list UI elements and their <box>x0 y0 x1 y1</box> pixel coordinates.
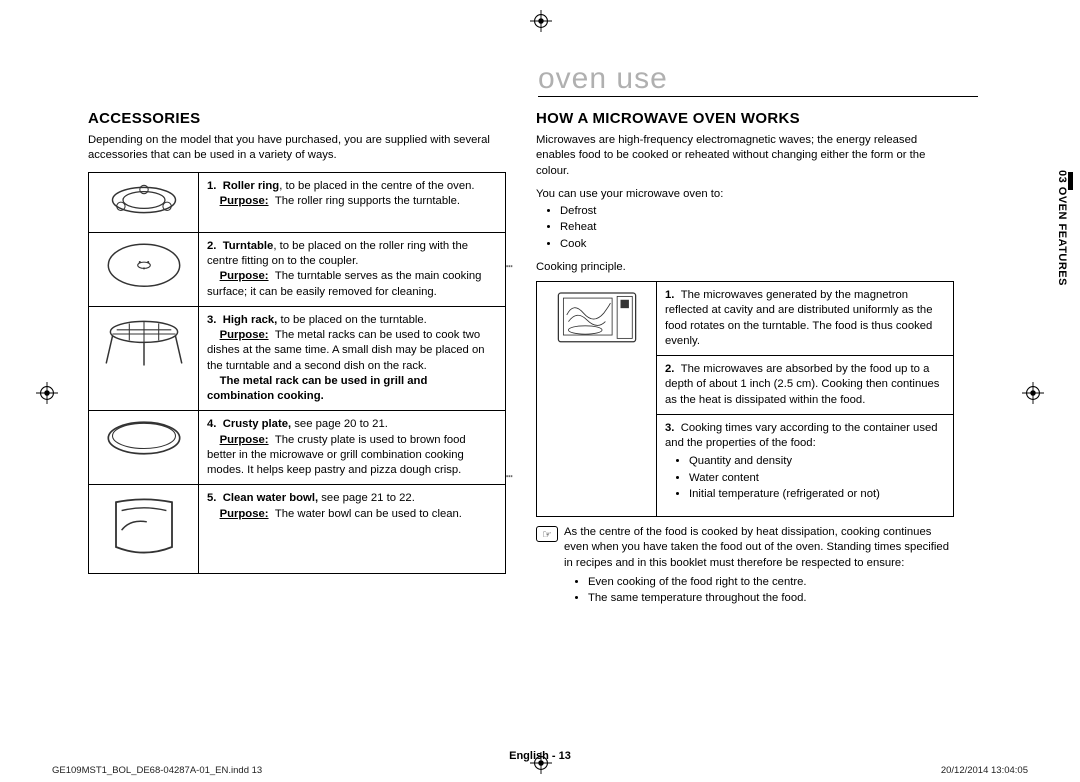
principle-text: 3. Cooking times vary according to the c… <box>657 414 954 516</box>
accessory-text: 5. Clean water bowl, see page 21 to 22. … <box>199 485 506 573</box>
accessory-image <box>89 306 199 411</box>
table-row: 3. High rack, to be placed on the turnta… <box>89 306 506 411</box>
list-item: Initial temperature (refrigerated or not… <box>689 487 945 502</box>
accessory-image <box>89 232 199 306</box>
list-item: Reheat <box>560 220 954 235</box>
accessory-text: 2. Turntable, to be placed on the roller… <box>199 232 506 306</box>
accessory-text: 1. Roller ring, to be placed in the cent… <box>199 172 506 232</box>
list-item: Water content <box>689 471 945 486</box>
side-tab: 03 OVEN FEATURES <box>1056 170 1068 286</box>
uses-intro: You can use your microwave oven to: <box>536 187 954 202</box>
list-item: Cook <box>560 237 954 252</box>
accessory-image <box>89 411 199 485</box>
table-row: 4. Crusty plate, see page 20 to 21. Purp… <box>89 411 506 485</box>
principle-text: 2. The microwaves are absorbed by the fo… <box>657 356 954 415</box>
principle-text: 1. The microwaves generated by the magne… <box>657 282 954 356</box>
footer-page: English - 13 <box>509 750 571 762</box>
table-row: 1. Roller ring, to be placed in the cent… <box>89 172 506 232</box>
list-item: Defrost <box>560 204 954 219</box>
hand-icon: ☞ <box>536 526 558 542</box>
footer-timestamp: 20/12/2014 13:04:05 <box>941 765 1028 776</box>
accessories-table: 1. Roller ring, to be placed in the cent… <box>88 172 506 574</box>
reg-mark-icon <box>1020 380 1046 406</box>
accessory-text: 3. High rack, to be placed on the turnta… <box>199 306 506 411</box>
side-marker <box>1068 172 1073 190</box>
note-text: As the centre of the food is cooked by h… <box>564 525 954 571</box>
microwave-diagram <box>537 282 657 517</box>
table-row: 1. The microwaves generated by the magne… <box>537 282 954 356</box>
list-item: Quantity and density <box>689 454 945 469</box>
accessory-image <box>89 172 199 232</box>
list-item: Even cooking of the food right to the ce… <box>588 575 954 590</box>
accessories-intro: Depending on the model that you have pur… <box>88 133 506 164</box>
page-title: oven use <box>538 62 978 97</box>
reg-mark-icon <box>528 8 554 34</box>
howworks-heading: HOW A MICROWAVE OVEN WORKS <box>536 110 954 127</box>
list-item: The same temperature throughout the food… <box>588 591 954 606</box>
reg-mark-icon <box>34 380 60 406</box>
principle-label: Cooking principle. <box>536 260 954 275</box>
principle-table: 1. The microwaves generated by the magne… <box>536 281 954 517</box>
uses-list: Defrost Reheat Cook <box>536 204 954 252</box>
footer-filename: GE109MST1_BOL_DE68-04287A-01_EN.indd 13 <box>52 765 262 776</box>
table-row: 2. Turntable, to be placed on the roller… <box>89 232 506 306</box>
table-row: 5. Clean water bowl, see page 21 to 22. … <box>89 485 506 573</box>
note-block: ☞ As the centre of the food is cooked by… <box>536 525 954 614</box>
accessory-text: 4. Crusty plate, see page 20 to 21. Purp… <box>199 411 506 485</box>
accessory-image <box>89 485 199 573</box>
howworks-intro: Microwaves are high-frequency electromag… <box>536 133 954 179</box>
accessories-heading: ACCESSORIES <box>88 110 506 127</box>
